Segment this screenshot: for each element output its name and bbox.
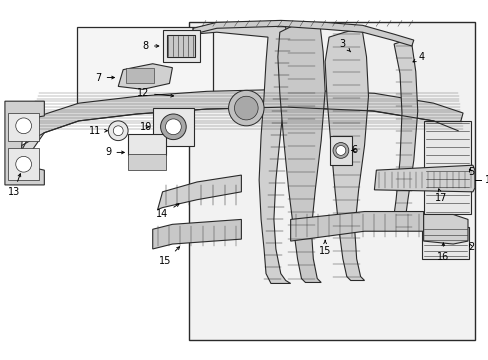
Circle shape: [16, 118, 31, 134]
Circle shape: [335, 145, 345, 156]
Polygon shape: [193, 22, 290, 283]
Bar: [128, 154, 165, 170]
Bar: [421, 227, 468, 259]
Circle shape: [160, 114, 186, 140]
Text: 11: 11: [88, 126, 107, 136]
Bar: [8, 148, 40, 180]
Polygon shape: [391, 40, 417, 229]
Bar: [77, 27, 212, 106]
Bar: [423, 121, 470, 215]
Text: 9: 9: [105, 147, 124, 157]
Circle shape: [228, 90, 264, 126]
Text: 12: 12: [136, 88, 173, 98]
Circle shape: [113, 126, 123, 136]
Polygon shape: [193, 21, 413, 46]
Text: 7: 7: [95, 72, 114, 82]
Text: 4: 4: [412, 52, 424, 62]
Text: 8: 8: [142, 41, 159, 51]
Polygon shape: [423, 215, 467, 244]
Polygon shape: [21, 89, 462, 165]
Polygon shape: [277, 22, 325, 283]
Text: 1: 1: [484, 175, 488, 185]
Circle shape: [234, 96, 258, 120]
Text: 13: 13: [8, 174, 20, 197]
Polygon shape: [325, 29, 368, 280]
Polygon shape: [374, 165, 474, 192]
Text: 17: 17: [434, 189, 447, 203]
Circle shape: [16, 156, 31, 172]
Bar: [162, 30, 200, 62]
Bar: [8, 113, 40, 141]
Bar: [128, 134, 165, 156]
Text: 10: 10: [140, 122, 152, 132]
Circle shape: [332, 143, 348, 158]
Text: 15: 15: [159, 247, 179, 266]
Bar: [126, 68, 153, 84]
Text: 14: 14: [156, 204, 179, 220]
Text: 16: 16: [436, 243, 448, 262]
Text: 5: 5: [467, 167, 473, 177]
Bar: [189, 22, 474, 339]
Circle shape: [108, 121, 128, 141]
Polygon shape: [118, 64, 172, 89]
Polygon shape: [157, 175, 241, 210]
Polygon shape: [290, 212, 423, 241]
Polygon shape: [5, 101, 44, 185]
Bar: [167, 35, 195, 57]
Circle shape: [165, 119, 181, 135]
Text: 6: 6: [351, 145, 357, 156]
Polygon shape: [152, 219, 241, 249]
Text: 3: 3: [339, 39, 350, 52]
Text: 15: 15: [318, 240, 331, 256]
Text: 2: 2: [467, 242, 473, 252]
Bar: [152, 108, 194, 145]
Bar: [329, 136, 351, 165]
